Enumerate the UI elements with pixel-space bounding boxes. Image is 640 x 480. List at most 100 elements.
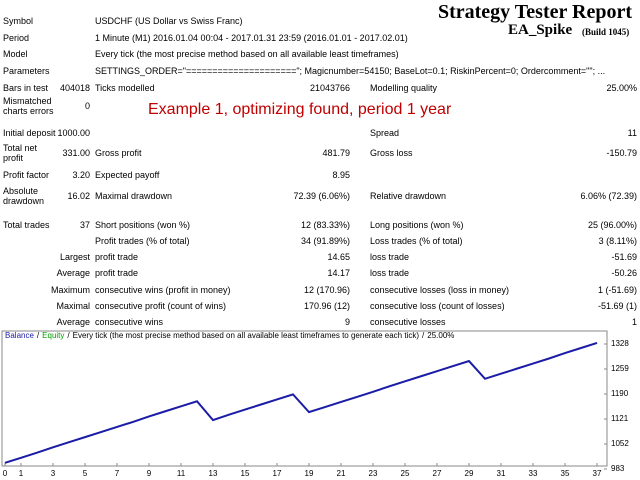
stat-value: -51.69 (1) (597, 301, 637, 311)
report-title: Strategy Tester Report (437, 1, 632, 23)
y-tick-label: 1190 (611, 389, 629, 398)
x-tick-label: 5 (83, 469, 88, 478)
stat-label: Total net profit (3, 143, 38, 163)
expert-name: EA_Spike (508, 22, 573, 38)
stat-value: -50.26 (611, 268, 637, 278)
stat-value: 25.00% (606, 83, 637, 93)
y-tick-label: 983 (611, 464, 625, 473)
x-tick-label: 11 (177, 469, 186, 478)
stat-value: 331.00 (62, 148, 90, 158)
stat-label: Maximal drawdown (95, 191, 173, 201)
x-tick-label: 15 (241, 469, 250, 478)
stat-value: 14.17 (327, 268, 350, 278)
stat-value: 9 (344, 317, 350, 327)
legend-balance: Balance (5, 331, 34, 340)
info-label: Symbol (3, 16, 34, 26)
stat-label: Gross loss (370, 148, 413, 158)
stat-label: Absolute drawdown (3, 186, 45, 206)
stat-value: 1 (-51.69) (597, 285, 637, 295)
x-tick-label: 23 (369, 469, 378, 478)
stat-label: Average (56, 317, 90, 327)
stat-value: 21043766 (309, 83, 350, 93)
info-label: Model (3, 49, 28, 59)
x-tick-label: 29 (465, 469, 474, 478)
info-value: USDCHF (US Dollar vs Swiss Franc) (95, 16, 243, 26)
x-tick-label: 13 (209, 469, 218, 478)
legend-separator: / (37, 331, 40, 340)
x-tick-label: 1 (19, 469, 24, 478)
legend-separator: / (67, 331, 70, 340)
stat-label: consecutive wins (profit in money) (95, 285, 231, 295)
stat-label: consecutive wins (95, 317, 164, 327)
stat-label: Expected payoff (95, 170, 160, 180)
legend-quality: 25.00% (427, 331, 454, 340)
stat-value: 481.79 (322, 148, 350, 158)
x-tick-label: 27 (433, 469, 442, 478)
info-label: Period (3, 33, 30, 43)
stat-value: 170.96 (12) (303, 301, 350, 311)
info-value: Every tick (the most precise method base… (95, 49, 399, 59)
stat-value: 16.02 (67, 191, 90, 201)
stat-value: -150.79 (606, 148, 637, 158)
x-tick-label: 21 (337, 469, 346, 478)
stat-label: Mismatched charts errors (3, 96, 54, 116)
y-tick-label: 1052 (611, 439, 629, 448)
stat-label: Profit trades (% of total) (95, 236, 190, 246)
x-tick-label: 9 (147, 469, 152, 478)
stat-label: Ticks modelled (95, 83, 155, 93)
stat-value: 72.39 (6.06%) (293, 191, 350, 201)
stat-label: loss trade (370, 268, 410, 278)
stat-value: 6.06% (72.39) (580, 191, 637, 201)
legend-separator: / (422, 331, 425, 340)
y-tick-label: 1259 (611, 364, 629, 373)
stat-label: Loss trades (% of total) (370, 236, 463, 246)
legend-model: Every tick (the most precise method base… (73, 331, 420, 340)
x-tick-label: 7 (115, 469, 120, 478)
stat-label: consecutive loss (count of losses) (370, 301, 505, 311)
stat-label: consecutive losses (loss in money) (370, 285, 510, 295)
info-value: SETTINGS_ORDER="====================="; … (95, 66, 606, 76)
stat-value: 34 (91.89%) (300, 236, 350, 246)
chart-legend: Balance / Equity / Every tick (the most prec… (5, 331, 454, 340)
x-tick-label: 37 (593, 469, 602, 478)
stat-label: Modelling quality (370, 83, 438, 93)
stat-label: consecutive profit (count of wins) (95, 301, 227, 311)
balance-line (4, 341, 598, 464)
annotation: Example 1, optimizing found, period 1 ye… (148, 101, 452, 118)
x-tick-label: 3 (51, 469, 56, 478)
stat-label: loss trade (370, 252, 410, 262)
stat-value: 11 (627, 128, 637, 138)
stat-label: Maximum (50, 285, 90, 295)
stat-label: Gross profit (95, 148, 142, 158)
stat-value: -51.69 (611, 252, 637, 262)
y-tick-label: 1328 (611, 339, 629, 348)
stat-label: Maximal (56, 301, 90, 311)
info-label: Parameters (3, 66, 50, 76)
stat-value: 8.95 (332, 170, 350, 180)
stat-label: Average (56, 268, 90, 278)
stat-label: consecutive losses (370, 317, 446, 327)
stat-label: profit trade (95, 268, 139, 278)
stat-label: Spread (370, 128, 400, 138)
stat-value: 12 (170.96) (303, 285, 350, 295)
stat-value: 25 (96.00%) (587, 220, 637, 230)
stat-value: 12 (83.33%) (300, 220, 350, 230)
stat-value: 3 (8.11%) (598, 236, 637, 246)
chart-frame (1, 330, 608, 467)
y-tick-label: 1121 (611, 414, 629, 423)
x-tick-label: 25 (401, 469, 410, 478)
stat-value: 37 (79, 220, 90, 230)
x-tick-label: 17 (273, 469, 282, 478)
stat-label: Profit factor (3, 170, 50, 180)
build: (Build 1045) (582, 27, 630, 37)
stat-label: Initial deposit (3, 128, 56, 138)
stat-value: 1 (631, 317, 637, 327)
stat-label: Long positions (won %) (370, 220, 464, 230)
stat-value: 404018 (59, 83, 90, 93)
stat-value: 3.20 (72, 170, 90, 180)
x-tick-label: 35 (561, 469, 570, 478)
x-tick-label: 0 (3, 469, 8, 478)
legend-equity: Equity (42, 331, 64, 340)
